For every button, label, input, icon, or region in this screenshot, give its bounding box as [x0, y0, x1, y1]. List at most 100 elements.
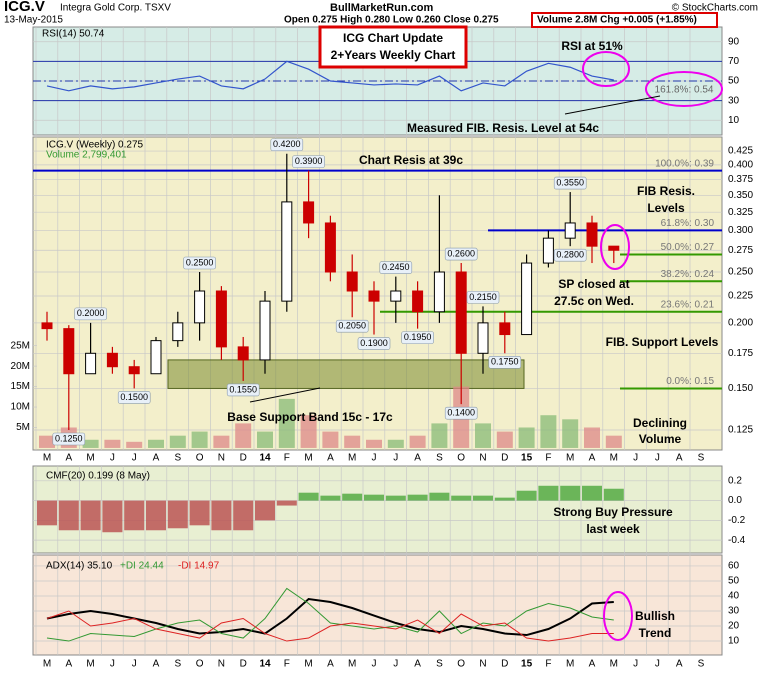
volume-box: [531, 12, 718, 28]
candle-body: [564, 222, 576, 239]
annotation: Base Support Band 15c - 17c: [227, 410, 393, 424]
price-label-box: [488, 356, 522, 369]
x-tick-label: M: [348, 659, 356, 670]
y-tick-label: -0.2: [728, 515, 746, 526]
y-tick-label: 0.400: [728, 160, 753, 171]
volume-bar: [584, 427, 600, 448]
volume-bar: [39, 435, 55, 448]
x-tick-label: F: [545, 453, 551, 464]
highlight: [582, 51, 630, 87]
cmf-bar: [58, 500, 79, 531]
x-tick-label: J: [655, 659, 660, 670]
volume-bar: [540, 415, 557, 448]
cmf-bar: [189, 500, 210, 526]
candle-body: [608, 245, 620, 251]
price-label: 0.2000: [77, 308, 105, 318]
x-tick-label: A: [153, 453, 160, 464]
annotation: FIB Resis.: [637, 184, 695, 198]
fib-label: 61.8%: 0.30: [661, 218, 715, 229]
volume-change: Volume 2.8M Chg +0.005 (+1.85%): [537, 15, 697, 26]
annotation: Chart Resis at 39c: [359, 153, 463, 167]
arrow: [249, 387, 321, 403]
candle-body: [455, 271, 467, 354]
cmf-bar: [494, 497, 515, 501]
x-tick-label: N: [479, 659, 486, 670]
cmf-bar: [342, 493, 363, 501]
cmf-bar: [124, 500, 145, 531]
annotation: 161.8%: 0.54: [655, 85, 714, 96]
candle-body: [215, 290, 227, 348]
y-tick-label: 10M: [11, 402, 30, 413]
rsi-legend: RSI(14) 50.74: [42, 29, 105, 40]
x-tick-label: A: [65, 453, 72, 464]
cmf-bar: [233, 500, 254, 531]
x-tick-label: F: [545, 659, 551, 670]
volume-bar: [257, 431, 273, 448]
cmf-bar: [276, 500, 297, 506]
candle-body: [346, 271, 358, 292]
mdi-legend: -DI 14.97: [178, 561, 220, 572]
x-tick-label: J: [132, 659, 137, 670]
y-tick-label: 0.175: [728, 348, 753, 359]
candle-body: [303, 201, 315, 224]
price-label-box: [292, 155, 325, 168]
adx-panel: [32, 554, 723, 656]
annotation: ICG Chart Update: [343, 31, 443, 45]
x-tick-label: M: [566, 659, 574, 670]
candle-body: [390, 290, 402, 302]
price-label: 0.1250: [55, 433, 83, 443]
x-tick-label: J: [110, 659, 115, 670]
volume-bar: [344, 435, 361, 448]
y-tick-label: 50: [728, 76, 740, 87]
x-tick-label: O: [457, 453, 465, 464]
x-tick-label: J: [393, 453, 398, 464]
volume-bar: [235, 423, 252, 448]
candle-body: [542, 237, 554, 264]
y-tick-label: 5M: [16, 422, 30, 433]
highlight: [603, 591, 633, 641]
y-tick-label: 0.225: [728, 291, 753, 302]
annotation: RSI at 51%: [561, 39, 623, 53]
adx-line: [46, 597, 614, 637]
price-label: 0.2500: [186, 257, 214, 267]
price-label-box: [466, 291, 500, 304]
volume-bar: [387, 439, 404, 448]
x-tick-label: M: [43, 453, 51, 464]
x-tick-label: A: [676, 453, 683, 464]
candle-body: [106, 352, 118, 368]
x-tick-label: A: [327, 659, 334, 670]
source: BullMarketRun.com: [330, 2, 434, 14]
fib-label: 38.2%: 0.24: [661, 269, 715, 280]
x-tick-label: F: [284, 659, 290, 670]
y-tick-label: -0.4: [728, 535, 746, 546]
price-label: 0.2600: [447, 248, 475, 258]
cmf-bar: [320, 495, 341, 501]
price-label: 0.1900: [360, 338, 388, 348]
volume-bar: [104, 439, 121, 448]
volume-bar: [300, 415, 317, 448]
price-label-box: [357, 337, 391, 350]
annotation: Strong Buy Pressure: [553, 505, 673, 519]
volume-bar: [496, 431, 513, 448]
adx-line: [46, 587, 614, 642]
candle-body: [433, 271, 445, 313]
volume-bar: [562, 419, 579, 448]
volume-bar: [475, 423, 491, 448]
volume-legend: Volume 2,799,401: [46, 150, 127, 161]
y-tick-label: 0.125: [728, 425, 753, 436]
candle-body: [477, 322, 489, 354]
adx-line: [46, 610, 614, 642]
fib-label: 0.0%: 0.15: [666, 376, 714, 387]
price-label-box: [401, 331, 434, 344]
price-label-box: [444, 406, 478, 420]
volume-bar: [213, 435, 230, 448]
y-tick-label: 90: [728, 36, 740, 47]
volume-bar: [278, 398, 295, 448]
cmf-bar: [37, 500, 57, 526]
x-tick-label: J: [110, 453, 115, 464]
arrow: [564, 95, 661, 115]
y-tick-label: 60: [728, 561, 740, 572]
x-tick-label: A: [153, 659, 160, 670]
y-tick-label: 15M: [11, 381, 30, 392]
price-label-box: [52, 432, 86, 446]
